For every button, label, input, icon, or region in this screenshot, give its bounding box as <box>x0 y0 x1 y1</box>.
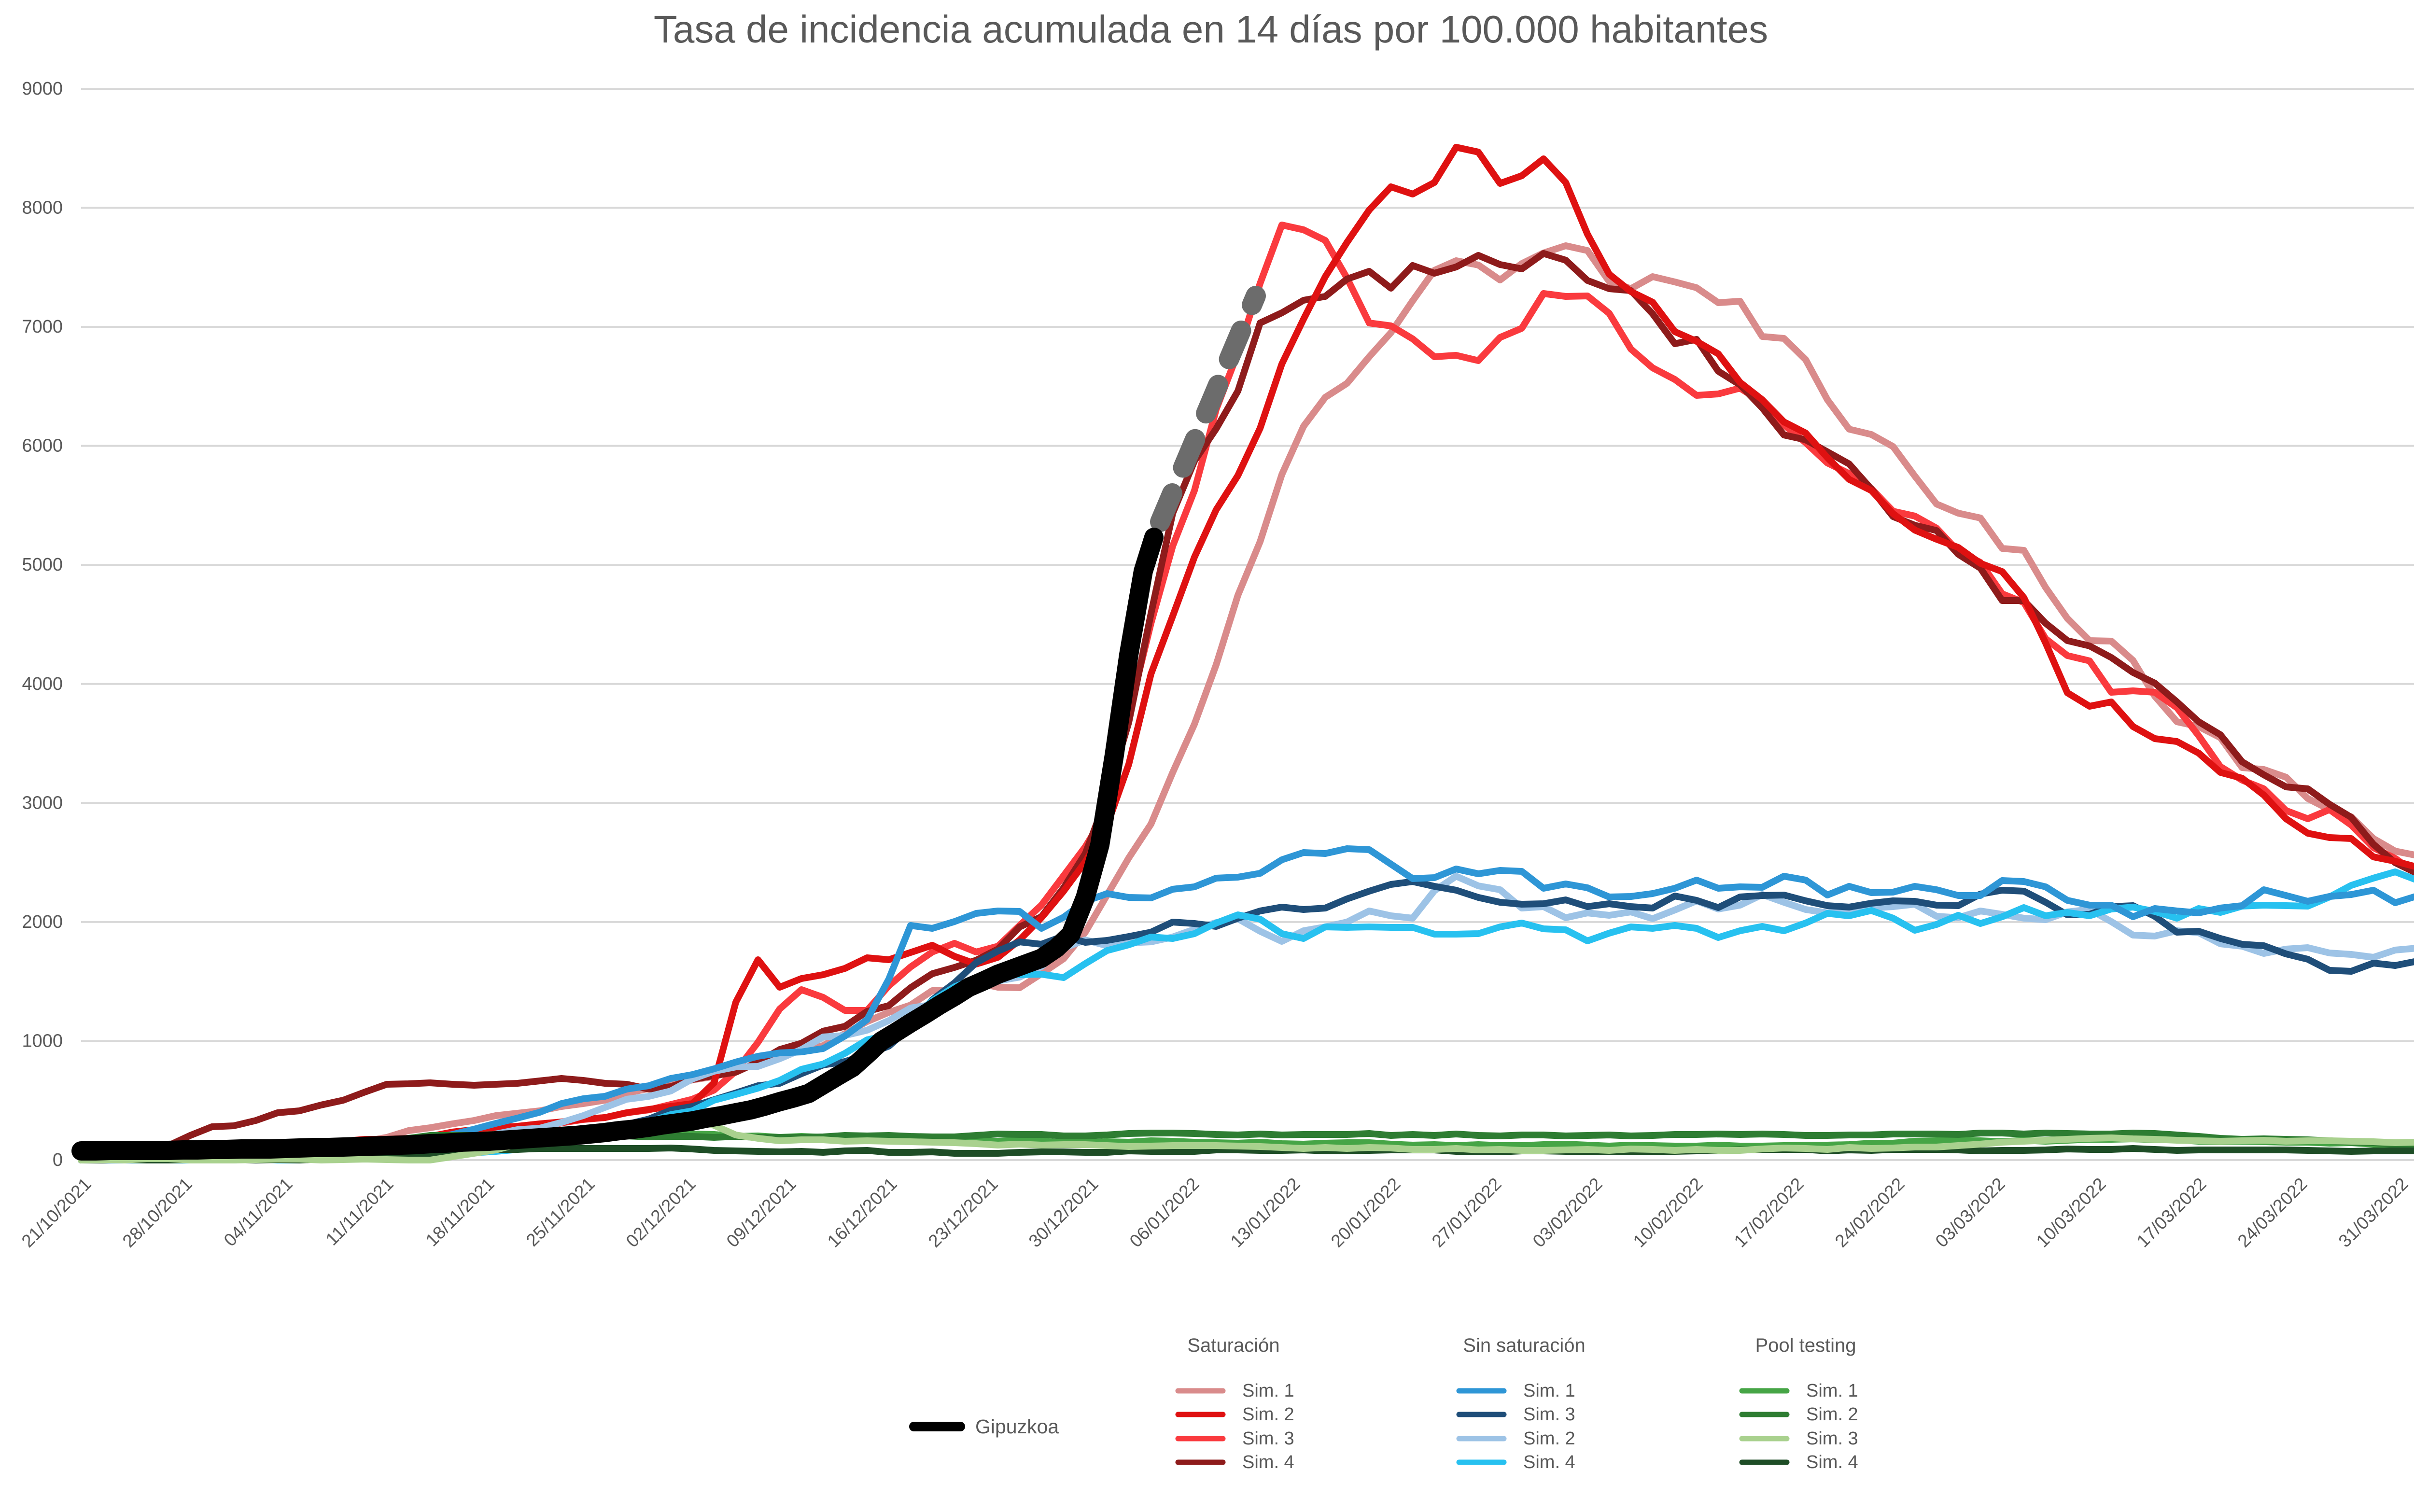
svg-text:Sim. 1: Sim. 1 <box>1806 1381 1858 1401</box>
svg-text:Sim. 1: Sim. 1 <box>1523 1381 1575 1401</box>
svg-text:Pool testing: Pool testing <box>1755 1335 1856 1356</box>
svg-text:Sim. 3: Sim. 3 <box>1242 1428 1294 1449</box>
svg-text:Sim. 4: Sim. 4 <box>1806 1452 1858 1472</box>
svg-text:Sim. 3: Sim. 3 <box>1806 1428 1858 1449</box>
svg-text:3000: 3000 <box>22 793 63 813</box>
svg-text:Sim. 4: Sim. 4 <box>1523 1452 1575 1472</box>
svg-text:Sin saturación: Sin saturación <box>1463 1335 1585 1356</box>
svg-text:Sim. 4: Sim. 4 <box>1242 1452 1294 1472</box>
svg-text:9000: 9000 <box>22 79 63 99</box>
svg-text:0: 0 <box>53 1150 63 1170</box>
svg-text:Saturación: Saturación <box>1187 1335 1279 1356</box>
svg-text:Tasa de incidencia acumulada e: Tasa de incidencia acumulada en 14 días … <box>654 8 1768 51</box>
svg-text:2000: 2000 <box>22 912 63 932</box>
svg-text:Gipuzkoa: Gipuzkoa <box>975 1415 1059 1438</box>
svg-text:Sim. 2: Sim. 2 <box>1242 1404 1294 1425</box>
svg-text:Sim. 2: Sim. 2 <box>1523 1428 1575 1449</box>
svg-text:1000: 1000 <box>22 1031 63 1051</box>
svg-text:8000: 8000 <box>22 198 63 218</box>
svg-text:6000: 6000 <box>22 436 63 456</box>
svg-text:Sim. 2: Sim. 2 <box>1806 1404 1858 1425</box>
svg-text:Sim. 1: Sim. 1 <box>1242 1381 1294 1401</box>
svg-text:7000: 7000 <box>22 317 63 337</box>
svg-text:Sim. 3: Sim. 3 <box>1523 1404 1575 1425</box>
svg-text:5000: 5000 <box>22 555 63 575</box>
svg-text:4000: 4000 <box>22 674 63 694</box>
